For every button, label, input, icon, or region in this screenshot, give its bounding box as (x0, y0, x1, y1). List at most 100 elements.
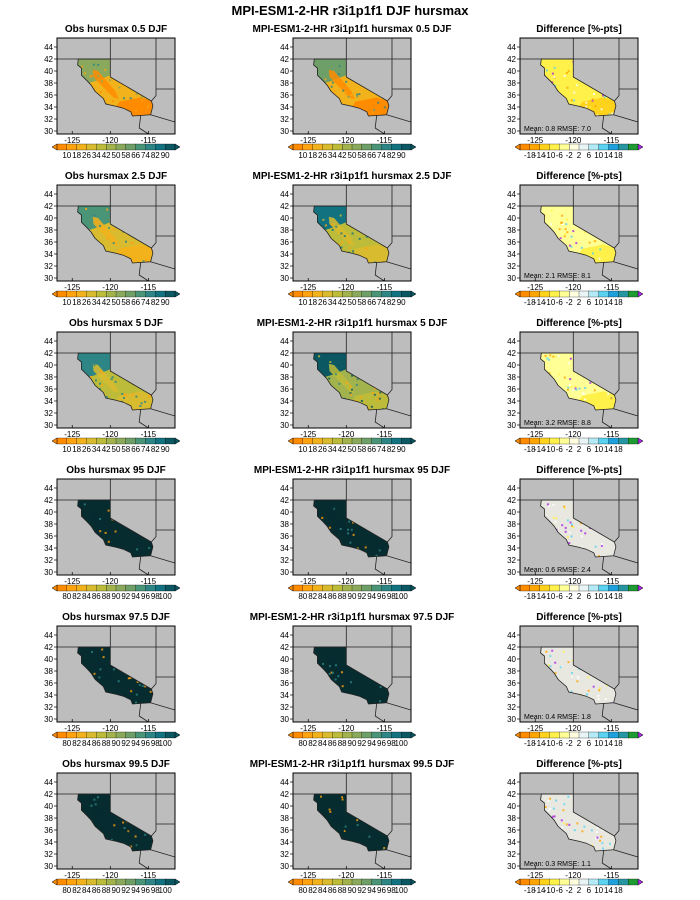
colorbar: -18-14-10 -6 -2 2 6 10 14 18 (514, 437, 644, 454)
colorbar-swatch (529, 437, 541, 445)
colorbar-swatch (56, 143, 68, 151)
lon-tick-label: -125 (527, 871, 544, 880)
colorbar-swatch (381, 437, 392, 445)
colorbar-swatch (125, 878, 137, 886)
diff-panel-title: Difference [%-pts] (536, 318, 622, 329)
colorbar-label: 26 (318, 298, 327, 307)
model-map: 44 42 40 38 36 34 32 30 -125 -120 -115 (280, 331, 412, 439)
colorbar-label: 96 (141, 739, 150, 748)
lat-tick-label: 38 (44, 373, 53, 382)
colorbar-swatch (549, 437, 560, 445)
lat-tick-label: 42 (280, 643, 289, 652)
colorbar-swatch (608, 731, 619, 739)
colorbar-swatch (578, 731, 590, 739)
colorbar-swatch (86, 878, 97, 886)
lon-tick-label: -125 (64, 136, 81, 145)
colorbar-swatch (165, 878, 176, 886)
lon-tick-label: -125 (527, 724, 544, 733)
state-border (601, 703, 612, 722)
colorbar-swatch (125, 731, 137, 739)
colorbar-label: 80 (62, 739, 71, 748)
lat-tick-label: 32 (44, 115, 53, 124)
colorbar-label: -2 (566, 445, 574, 454)
colorbar-label: 82 (387, 151, 396, 160)
colorbar-label: 10 (594, 298, 603, 307)
obs-map: 44 42 40 38 36 34 32 30 -125 -120 -115 (44, 331, 176, 439)
colorbar-swatch (381, 143, 392, 151)
colorbar-label: 26 (82, 298, 91, 307)
colorbar-swatch (519, 290, 531, 298)
colorbar-label: -10 (544, 886, 556, 895)
lat-tick-label: 30 (44, 715, 53, 724)
colorbar: 10 18 26 34 42 50 58 66 74 82 90 (287, 437, 417, 454)
colorbar-label: 80 (62, 592, 71, 601)
colorbar-label: 84 (82, 739, 91, 748)
lon-tick-label: -120 (565, 577, 582, 586)
colorbar-swatch (351, 584, 363, 592)
colorbar-swatch (342, 437, 353, 445)
colorbar-swatch (76, 584, 87, 592)
lat-tick-label: 30 (507, 127, 516, 136)
colorbar-swatch (569, 731, 580, 739)
lat-tick-label: 42 (44, 55, 53, 64)
colorbar-swatch (618, 143, 629, 151)
lat-tick-label: 32 (280, 115, 289, 124)
colorbar-label: 66 (367, 298, 376, 307)
lon-tick-label: -120 (102, 283, 119, 292)
colorbar-label: -18 (524, 151, 536, 160)
colorbar-swatch (312, 143, 323, 151)
colorbar-label: -6 (556, 592, 564, 601)
valley-region (92, 69, 119, 100)
colorbar-label: 34 (92, 445, 101, 454)
obs-panel-title: Obs hursmax 95 DJF (66, 465, 165, 476)
state-border (614, 332, 620, 396)
colorbar-label: 92 (357, 886, 366, 895)
colorbar-swatch (361, 290, 373, 298)
lon-tick-label: -115 (377, 283, 393, 292)
colorbar-label: -14 (534, 886, 546, 895)
obs-map: 44 42 40 38 36 34 32 30 -125 -120 -115 (44, 37, 176, 145)
obs-panel-title: Obs hursmax 99.5 DJF (62, 759, 170, 770)
state-border (374, 115, 385, 134)
colorbar-under-arrow (287, 878, 294, 886)
lon-tick-label: -120 (102, 430, 119, 439)
colorbar-label: 94 (367, 739, 376, 748)
obs-panel: Obs hursmax 97.5 DJF 44 42 40 38 36 34 32 30 -125… (44, 612, 181, 748)
lat-tick-label: 42 (280, 349, 289, 358)
state-border (138, 409, 149, 428)
colorbar-label: -6 (556, 151, 564, 160)
colorbar-label: 18 (614, 592, 623, 601)
lon-tick-label: -115 (604, 136, 620, 145)
obs-panel-title: Obs hursmax 97.5 DJF (62, 612, 170, 623)
colorbar-swatch (76, 878, 87, 886)
lon-tick-label: -125 (527, 430, 544, 439)
colorbar-label: 10 (298, 445, 307, 454)
colorbar-label: -14 (534, 298, 546, 307)
colorbar-swatch (519, 878, 531, 886)
colorbar-swatch (539, 731, 550, 739)
state-border (151, 479, 157, 543)
lat-tick-label: 30 (280, 127, 289, 136)
diff-panel-title: Difference [%-pts] (536, 465, 622, 476)
colorbar-swatch (96, 878, 107, 886)
colorbar: 10 18 26 34 42 50 58 66 74 82 90 (287, 290, 417, 307)
lat-tick-label: 36 (507, 826, 516, 835)
colorbar-label: -2 (566, 151, 574, 160)
diff-panel-title: Difference [%-pts] (536, 24, 622, 35)
colorbar-swatch (106, 878, 117, 886)
colorbar-label: 42 (338, 445, 347, 454)
lat-tick-label: 34 (44, 691, 53, 700)
colorbar-label: -14 (534, 151, 546, 160)
diff-map: 44 42 40 38 36 34 32 30 -125 -120 -115 Mean: 3.2 RM… (507, 331, 639, 439)
lon-tick-label: -120 (338, 577, 355, 586)
colorbar-swatch (628, 584, 639, 592)
colorbar-swatch (371, 290, 382, 298)
colorbar-label: -14 (534, 592, 546, 601)
state-border (613, 114, 638, 123)
lat-tick-label: 40 (280, 655, 289, 664)
colorbar-swatch (342, 878, 353, 886)
colorbar-label: 96 (141, 886, 150, 895)
colorbar-swatch (135, 437, 146, 445)
